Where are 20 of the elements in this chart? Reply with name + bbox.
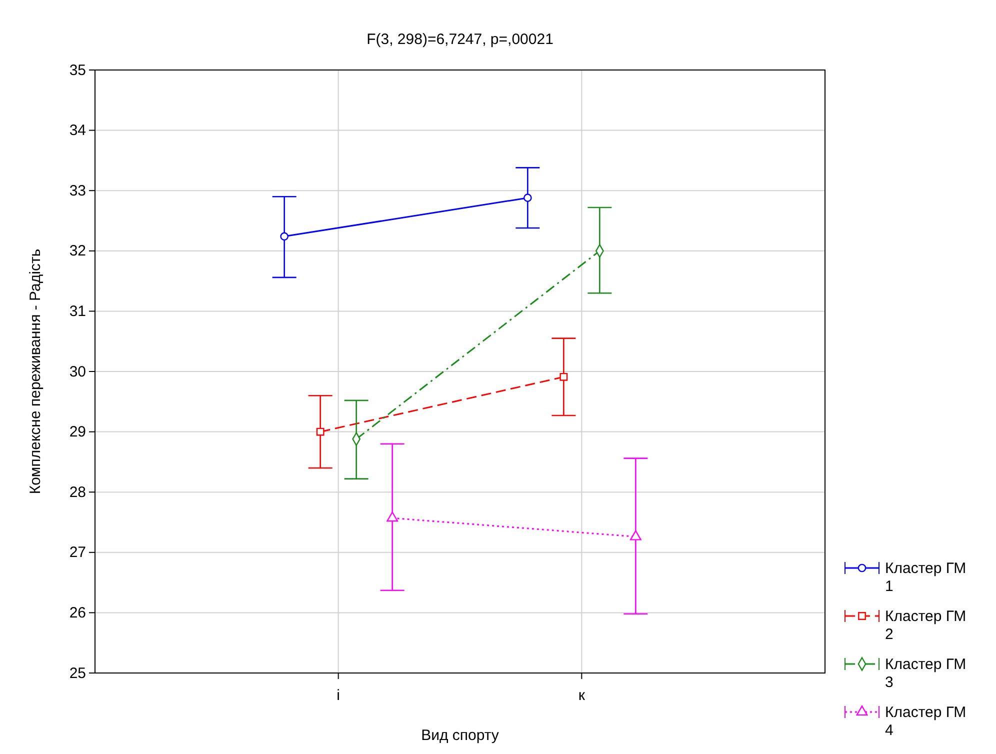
y-tick-label: 33	[69, 182, 86, 200]
y-tick-label: 25	[69, 664, 86, 682]
legend-label: Кластер ГМ 3	[885, 656, 966, 691]
y-tick-label: 31	[69, 303, 86, 320]
y-tick-label: 29	[69, 424, 86, 441]
y-tick-label: 35	[69, 62, 86, 79]
y-tick-label: 27	[69, 544, 86, 562]
legend-label: Кластер ГМ 1	[885, 560, 966, 595]
y-tick-label: 28	[69, 484, 86, 501]
x-tick-label: і	[336, 687, 340, 704]
y-tick-label: 26	[69, 604, 86, 622]
y-tick-label: 30	[69, 363, 86, 380]
y-tick-label: 34	[69, 122, 86, 140]
x-axis-title: Вид спорту	[421, 727, 500, 744]
legend-label: Кластер ГМ 2	[885, 608, 966, 643]
chart-title: F(3, 298)=6,7247, p=,00021	[366, 31, 554, 48]
x-tick-label: к	[578, 687, 586, 704]
y-tick-label: 32	[69, 242, 86, 260]
legend-label: Кластер ГМ 4	[885, 704, 966, 739]
y-axis-title: Комплексне переживання - Радість	[27, 248, 44, 494]
